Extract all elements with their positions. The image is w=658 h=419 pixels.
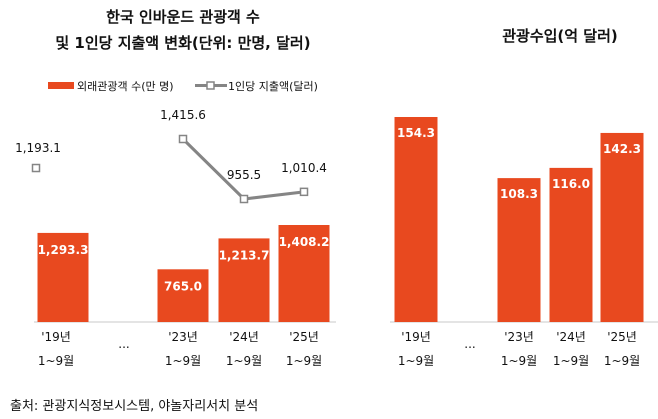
chart2-x-tick: ... <box>464 337 475 351</box>
chart1-bar <box>218 238 270 322</box>
chart2-x-tick: '23년 <box>504 330 534 344</box>
chart1-x-tick: ... <box>118 337 129 351</box>
chart2-bar-label: 108.3 <box>500 187 538 201</box>
chart2-bar-label: 116.0 <box>552 177 590 191</box>
chart2-bar-label: 154.3 <box>397 126 435 140</box>
chart1-line-marker <box>239 194 249 204</box>
chart1-line-label: 955.5 <box>227 168 261 182</box>
chart1-line-label: 1,010.4 <box>281 161 327 175</box>
chart1-x-tick: '25년 <box>289 330 319 344</box>
chart2-x-tick: 1~9월 <box>398 354 434 368</box>
chart1-x-tick: 1~9월 <box>165 354 201 368</box>
chart1-line-marker <box>31 163 41 173</box>
chart1-x-tick: 1~9월 <box>38 354 74 368</box>
chart2-x-tick: '25년 <box>607 330 637 344</box>
chart1-x-tick: '23년 <box>168 330 198 344</box>
chart2-x-tick: '24년 <box>556 330 586 344</box>
chart2-bar <box>497 178 541 322</box>
chart1-bar-label: 1,213.7 <box>219 248 270 262</box>
chart1-bar <box>278 225 330 322</box>
legend-line-label: 1인당 지출액(달러) <box>228 80 318 93</box>
chart1-x-tick: '24년 <box>229 330 259 344</box>
chart1-title: 및 1인당 지출액 변화(단위: 만명, 달러) <box>55 34 310 52</box>
chart1-x-tick: 1~9월 <box>286 354 322 368</box>
chart2-bar <box>600 132 644 322</box>
legend-bar-label: 외래관광객 수(만 명) <box>77 80 174 93</box>
chart1-x-tick: '19년 <box>41 330 71 344</box>
chart2-x-tick: '19년 <box>401 330 431 344</box>
chart2-title: 관광수입(억 달러) <box>502 27 618 45</box>
chart1-bar <box>37 232 89 322</box>
chart1-bar-label: 765.0 <box>164 279 202 293</box>
chart2-x-tick: 1~9월 <box>604 354 640 368</box>
legend-line-marker <box>206 81 215 90</box>
chart2-x-tick: 1~9월 <box>501 354 537 368</box>
chart1-line-marker <box>299 187 309 197</box>
chart2-bar <box>549 167 593 322</box>
chart1-line-label: 1,415.6 <box>160 108 206 122</box>
chart2-x-tick: 1~9월 <box>553 354 589 368</box>
source-note: 출처: 관광지식정보시스템, 야놀자리서치 분석 <box>10 399 259 414</box>
chart2-bar <box>394 117 438 322</box>
chart1-bar-label: 1,293.3 <box>38 243 89 257</box>
chart1-x-tick: 1~9월 <box>226 354 262 368</box>
chart1-line-marker <box>178 134 188 144</box>
chart1-title: 한국 인바운드 관광객 수 <box>106 8 260 26</box>
chart2-bar-label: 142.3 <box>603 142 641 156</box>
chart1-line-label: 1,193.1 <box>15 141 61 155</box>
chart1-bar <box>157 269 209 322</box>
chart1-bar-label: 1,408.2 <box>279 235 330 249</box>
legend-bar-swatch <box>48 82 74 89</box>
